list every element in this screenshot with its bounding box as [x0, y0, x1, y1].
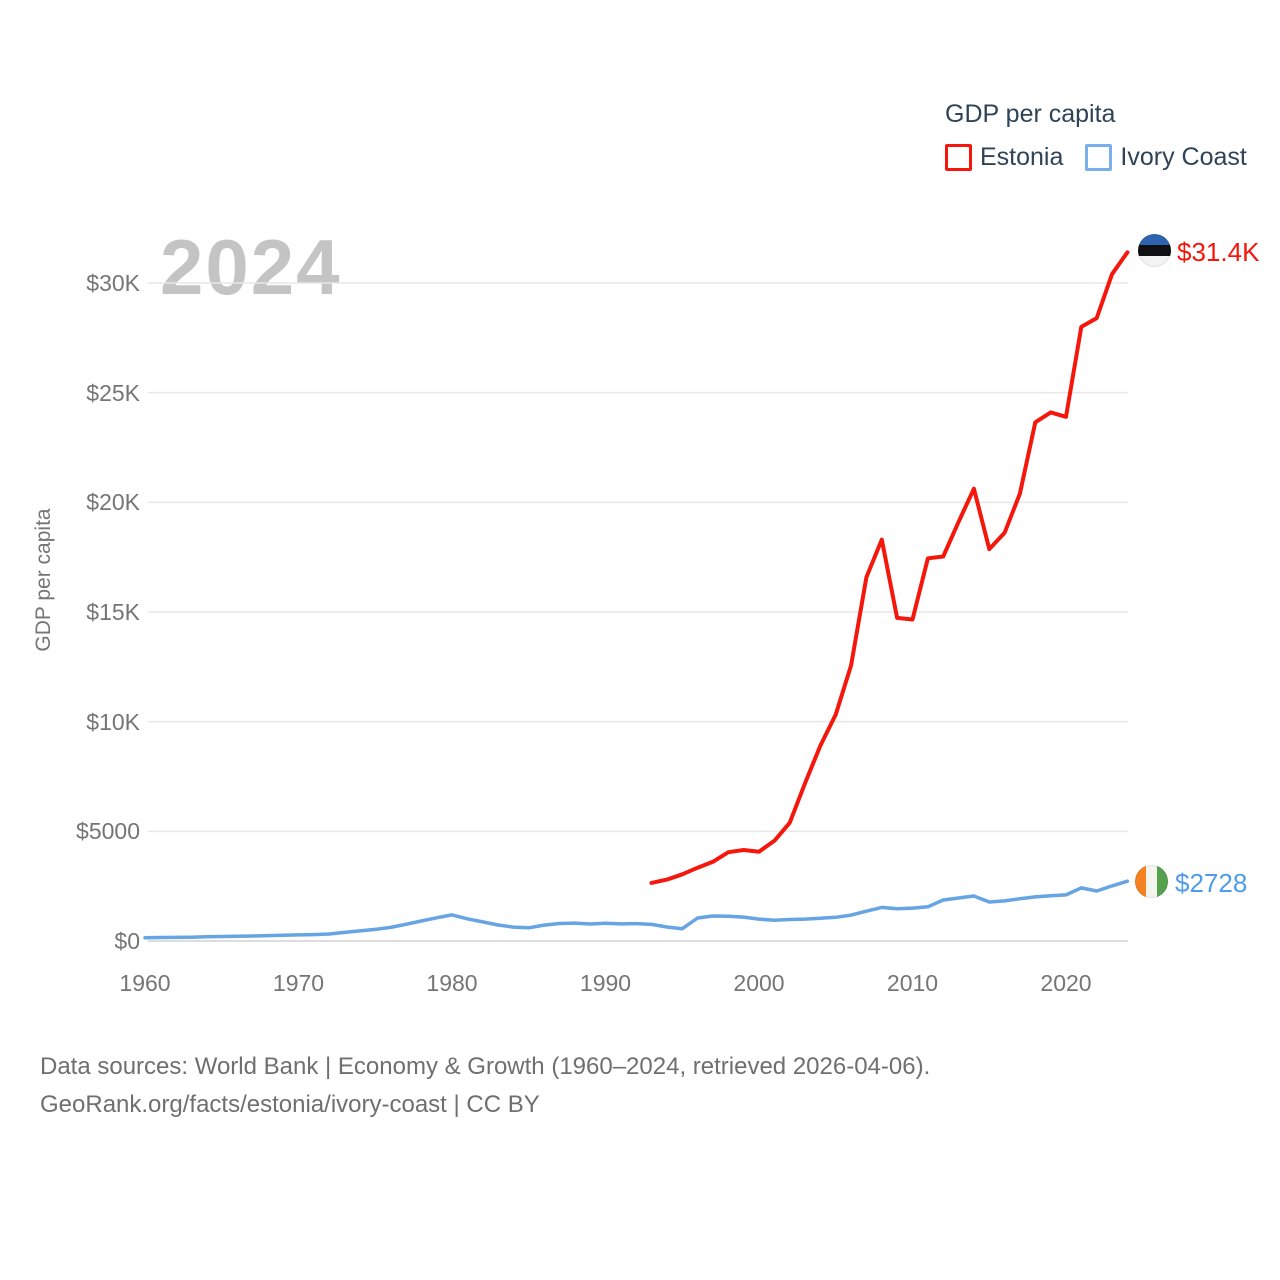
y-tick-label: $0 [114, 928, 140, 954]
legend-item-ivory-coast[interactable]: Ivory Coast [1085, 143, 1247, 172]
estonia-end-value: $31.4K [1177, 237, 1260, 267]
credit-line: GeoRank.org/facts/estonia/ivory-coast | … [40, 1091, 540, 1118]
estonia-swatch-icon [945, 144, 972, 171]
legend: GDP per capita Estonia Ivory Coast [945, 100, 1247, 172]
ivory-coast-line[interactable] [143, 879, 1130, 940]
estonia-line[interactable] [649, 250, 1130, 885]
x-tick-label: 2020 [1040, 970, 1092, 996]
estonia-flag-icon [1138, 234, 1171, 267]
legend-item-label-estonia: Estonia [980, 143, 1064, 171]
x-tick-label: 1990 [579, 970, 632, 996]
y-tick-label: $5000 [76, 818, 140, 845]
x-tick-label: 1960 [119, 970, 171, 996]
y-tick-label: $10K [86, 708, 140, 735]
x-tick-label: 1970 [272, 970, 325, 996]
ivory-coast-swatch-icon [1085, 144, 1113, 171]
ivory-coast-flag-icon [1135, 865, 1168, 898]
data-sources-line: Data sources: World Bank | Economy & Gro… [40, 1053, 931, 1080]
x-tick-label: 2010 [886, 970, 939, 996]
watermark-year: 2024 [160, 223, 342, 311]
x-tick-label: 2000 [733, 970, 785, 996]
x-tick-label: 1980 [426, 970, 478, 996]
legend-items: Estonia Ivory Coast [945, 143, 1247, 172]
y-tick-label: $25K [86, 379, 140, 406]
y-tick-label: $20K [86, 489, 140, 516]
ivory-coast-end-value: $2728 [1175, 868, 1248, 898]
legend-title: GDP per capita [945, 100, 1116, 128]
source-attribution: Data sources: World Bank | Economy & Gro… [40, 1048, 930, 1124]
y-tick-label: $30K [86, 270, 140, 296]
legend-item-estonia[interactable]: Estonia [945, 143, 1063, 172]
y-tick-label: $15K [86, 599, 140, 625]
y-axis-title: GDP per capita [32, 508, 55, 652]
legend-item-label-ivory-coast: Ivory Coast [1120, 143, 1247, 171]
